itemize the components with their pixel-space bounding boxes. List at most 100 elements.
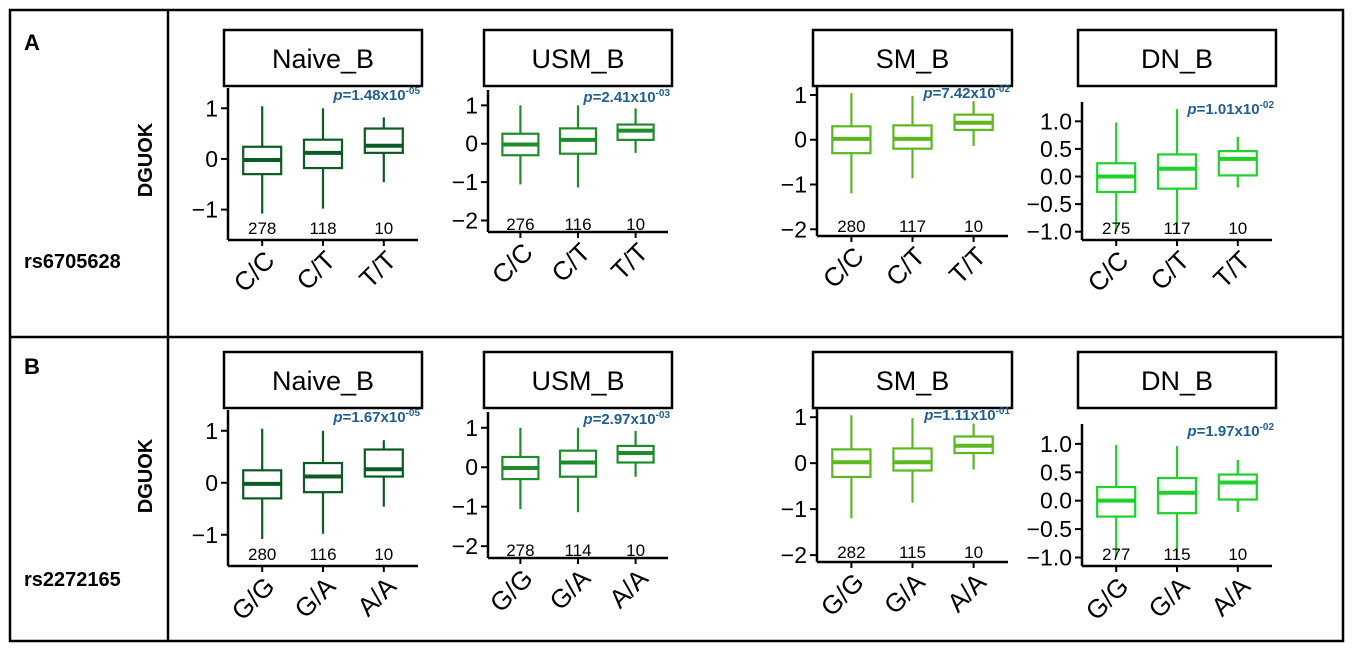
- x-tick-label: G/G: [484, 563, 539, 618]
- sample-count: 278: [248, 219, 276, 238]
- box-a-a: [1217, 459, 1258, 513]
- y-tick-label: −2: [781, 216, 807, 242]
- box-iqr: [363, 127, 404, 154]
- box-g-a: [892, 418, 933, 503]
- y-tick-label: −1: [452, 494, 478, 520]
- y-tick-label: −1: [192, 522, 218, 548]
- x-tick-label: A/A: [1205, 571, 1256, 622]
- y-tick-label: −0.5: [1027, 191, 1072, 217]
- sample-count: 10: [374, 219, 393, 238]
- boxplot-a-usm_b: USM_B −2 −1 0 1 p=2.41x10-03 276 C/C 116 C/T 10 T/T: [452, 28, 674, 290]
- y-tick-label: 0.5: [1040, 459, 1072, 485]
- x-tick-label: A/A: [941, 567, 992, 618]
- x-tick-label: C/C: [817, 241, 870, 294]
- sample-count: 10: [374, 545, 393, 564]
- box-g-g: [831, 415, 872, 519]
- y-tick-label: 0: [465, 131, 478, 157]
- boxplot-b-naive_b: Naive_B −1 0 1 p=1.67x10-05 280 G/G 116 G/A 10 A/A: [192, 350, 424, 626]
- y-tick-label: −1: [781, 172, 807, 198]
- y-tick-label: −0.5: [1027, 516, 1072, 542]
- sample-count: 116: [564, 215, 591, 234]
- facet-title: Naive_B: [272, 366, 374, 396]
- y-tick-label: 1: [794, 404, 807, 430]
- x-tick-label: A/A: [603, 563, 654, 614]
- x-tick-label: G/A: [878, 567, 931, 620]
- y-tick-label: −1.0: [1027, 219, 1072, 245]
- y-tick-label: 0.5: [1040, 136, 1072, 162]
- y-tick-label: −1: [781, 496, 807, 522]
- boxplot-a-naive_b: Naive_B −1 0 1 p=1.48x10-05 278 C/C 118 C/T 10 T/T: [192, 28, 424, 298]
- x-tick-label: C/T: [1144, 245, 1195, 296]
- box-c-c: [831, 93, 872, 194]
- box-a-a: [363, 440, 404, 507]
- boxplot-b-dn_b: DN_B −1.0−0.50.0 0.51.0 p=1.97x10-02 277 G/G 1…: [1027, 350, 1278, 626]
- x-tick-label: A/A: [351, 571, 402, 622]
- sample-count: 277: [1102, 545, 1130, 564]
- boxplot-a-dn_b: DN_B −1.0−0.50.00.51.0 p=1.01x10-02 275 C/C 1…: [1027, 28, 1278, 298]
- sample-count: 10: [1228, 219, 1247, 238]
- y-tick-label: −1: [192, 197, 218, 223]
- boxplot-b-usm_b: USM_B −2 −1 0 1 p=2.97x10-03 278 G/G 114 G/A 10 A/A: [452, 350, 674, 618]
- sample-count: 117: [1163, 219, 1190, 238]
- box-t-t: [616, 108, 655, 153]
- facet-title-box: [811, 28, 1014, 88]
- box-g-g: [501, 427, 540, 510]
- y-tick-label: 0.0: [1040, 488, 1072, 514]
- box-iqr: [892, 447, 933, 472]
- y-tick-label: 0: [794, 450, 807, 476]
- box-g-g: [1096, 445, 1137, 558]
- y-gene-label-b: DGUOK: [135, 438, 157, 513]
- sample-count: 275: [1102, 219, 1130, 238]
- sample-count: 276: [506, 215, 534, 234]
- box-a-a: [616, 430, 655, 477]
- sample-count: 10: [964, 543, 983, 562]
- x-tick-label: G/A: [1142, 571, 1195, 624]
- p-value-label: p=7.42x10-02: [922, 84, 1010, 102]
- sample-count: 280: [248, 545, 276, 564]
- facet-title-box: [1076, 350, 1278, 410]
- facet-title-box: [482, 28, 674, 88]
- x-tick-label: G/G: [226, 571, 281, 626]
- x-tick-label: G/G: [815, 567, 870, 622]
- x-tick-label: C/T: [290, 245, 341, 296]
- facet-title: Naive_B: [272, 44, 374, 74]
- p-value-label: p=1.97x10-02: [1186, 422, 1274, 440]
- x-tick-label: C/C: [228, 245, 281, 298]
- facet-title-box: [222, 350, 424, 410]
- facet-title-box: [811, 350, 1014, 410]
- box-t-t: [953, 101, 994, 146]
- box-iqr: [1156, 476, 1198, 515]
- p-value-label: p=1.11x10-01: [923, 406, 1010, 424]
- facet-title-box: [222, 28, 424, 88]
- y-tick-label: −2: [781, 542, 807, 568]
- x-tick-label: C/C: [1082, 245, 1135, 298]
- y-tick-label: 1.0: [1040, 108, 1072, 134]
- panel-letter-b: B: [24, 354, 40, 379]
- box-t-t: [1217, 136, 1258, 188]
- facet-title: SM_B: [876, 44, 950, 74]
- y-tick-label: 1: [794, 82, 807, 108]
- x-tick-label: T/T: [353, 245, 402, 294]
- box-c-t: [892, 95, 933, 179]
- box-iqr: [1217, 150, 1258, 177]
- y-tick-label: 0: [205, 470, 218, 496]
- sample-count: 114: [564, 541, 591, 560]
- x-tick-label: G/A: [543, 563, 596, 616]
- box-iqr: [1156, 153, 1198, 190]
- snp-label-b: rs2272165: [24, 569, 121, 591]
- boxplot-grid: Naive_B−101 p=1.48x10-05278C/C118C/T10T/T…: [192, 28, 1278, 626]
- y-tick-label: −1: [452, 169, 478, 195]
- sample-count: 278: [506, 541, 534, 560]
- box-c-c: [242, 106, 283, 214]
- x-tick-label: C/C: [486, 237, 539, 290]
- p-value-label: p=2.41x10-03: [582, 88, 670, 106]
- sample-count: 282: [837, 543, 865, 562]
- y-tick-label: 0: [465, 454, 478, 480]
- facet-title: USM_B: [531, 44, 624, 74]
- figure-frame: [8, 8, 1345, 643]
- box-iqr: [363, 448, 404, 478]
- sample-count: 10: [626, 541, 645, 560]
- box-c-t: [558, 105, 598, 188]
- box-g-a: [558, 427, 598, 513]
- x-tick-label: G/A: [288, 571, 341, 624]
